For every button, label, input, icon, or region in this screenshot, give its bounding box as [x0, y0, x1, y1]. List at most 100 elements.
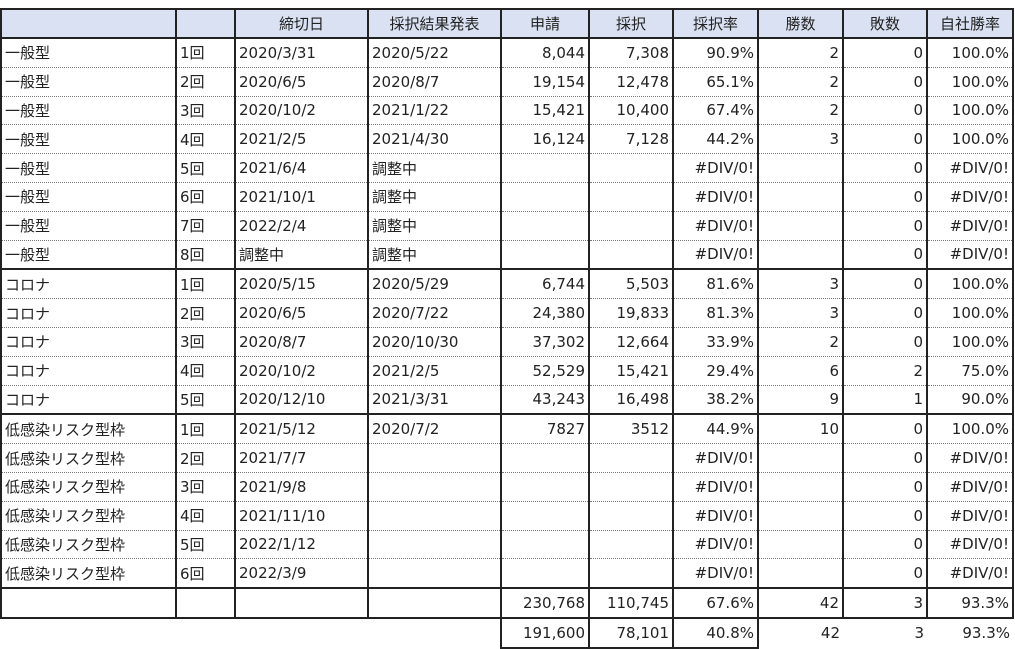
cell-announcement[interactable]: 2021/3/31 — [367, 385, 502, 416]
cell-announcement[interactable]: 2021/2/5 — [367, 356, 502, 386]
cell-deadline[interactable]: 2020/12/10 — [234, 385, 369, 416]
cell-type[interactable]: 低感染リスク型枠 — [0, 501, 177, 531]
cell-adopted[interactable]: 3512 — [588, 414, 674, 445]
cell-win-rate[interactable]: 93.3% — [926, 588, 1014, 619]
cell-wins[interactable] — [757, 558, 844, 590]
cell-losses[interactable]: 2 — [842, 356, 928, 386]
cell-adoption-rate[interactable]: 67.4% — [672, 96, 759, 126]
cell-applications[interactable] — [500, 530, 590, 560]
cell-adopted[interactable] — [588, 501, 674, 531]
cell-deadline[interactable]: 2022/3/9 — [234, 558, 369, 590]
cell-adoption-rate[interactable]: 67.6% — [672, 588, 759, 619]
cell-adopted[interactable]: 15,421 — [588, 356, 674, 386]
cell-round[interactable]: 5回 — [175, 385, 236, 416]
cell-losses[interactable]: 0 — [842, 182, 928, 212]
cell-round[interactable]: 3回 — [175, 472, 236, 502]
cell-wins[interactable] — [757, 443, 844, 473]
cell-adopted[interactable] — [588, 211, 674, 241]
cell-deadline[interactable]: 2021/11/10 — [234, 501, 369, 531]
cell-announcement[interactable] — [368, 618, 501, 648]
cell-announcement[interactable] — [367, 530, 502, 560]
cell-adoption-rate[interactable]: 44.2% — [672, 124, 759, 155]
cell-type[interactable]: 一般型 — [0, 96, 177, 126]
cell-win-rate[interactable]: #DIV/0! — [926, 211, 1014, 241]
cell-type[interactable]: 一般型 — [0, 67, 177, 97]
cell-losses[interactable]: 0 — [842, 67, 928, 97]
cell-round[interactable]: 2回 — [175, 443, 236, 473]
cell-win-rate[interactable]: 100.0% — [926, 96, 1014, 126]
cell-wins[interactable]: 6 — [757, 356, 844, 386]
cell-adopted[interactable] — [588, 443, 674, 473]
cell-adoption-rate[interactable]: #DIV/0! — [672, 472, 759, 502]
cell-adoption-rate[interactable]: 44.9% — [672, 414, 759, 445]
cell-win-rate[interactable]: #DIV/0! — [926, 182, 1014, 212]
cell-adopted[interactable] — [588, 240, 674, 271]
cell-applications[interactable] — [500, 558, 590, 590]
cell-announcement[interactable]: 調整中 — [367, 211, 502, 241]
cell-losses[interactable]: 0 — [842, 327, 928, 357]
cell-win-rate[interactable]: #DIV/0! — [926, 153, 1014, 183]
cell-losses[interactable]: 0 — [842, 298, 928, 328]
cell-losses[interactable]: 0 — [842, 472, 928, 502]
cell-applications[interactable]: 52,529 — [500, 356, 590, 386]
cell-type[interactable]: 一般型 — [0, 211, 177, 241]
cell-announcement[interactable] — [367, 588, 502, 619]
cell-applications[interactable] — [500, 182, 590, 212]
cell-win-rate[interactable]: 93.3% — [962, 624, 1010, 643]
cell-announcement[interactable]: 2020/5/29 — [367, 269, 502, 300]
cell-applications[interactable]: 7827 — [500, 414, 590, 445]
cell-wins[interactable] — [757, 211, 844, 241]
cell-adopted[interactable]: 12,478 — [588, 67, 674, 97]
cell-win-rate[interactable]: 90.0% — [926, 385, 1014, 416]
cell-losses[interactable]: 0 — [842, 124, 928, 155]
cell-announcement[interactable]: 2021/1/22 — [367, 96, 502, 126]
cell-losses[interactable]: 0 — [842, 414, 928, 445]
cell-deadline[interactable] — [234, 588, 369, 619]
cell-type[interactable]: コロナ — [0, 356, 177, 386]
cell-wins[interactable] — [757, 182, 844, 212]
header-losses[interactable]: 敗数 — [842, 8, 928, 39]
cell-win-rate[interactable]: 100.0% — [926, 38, 1014, 68]
cell-round[interactable]: 6回 — [175, 182, 236, 212]
cell-adoption-rate[interactable]: #DIV/0! — [672, 443, 759, 473]
cell-type[interactable]: コロナ — [0, 327, 177, 357]
cell-win-rate[interactable]: #DIV/0! — [926, 443, 1014, 473]
cell-deadline[interactable]: 2021/5/12 — [234, 414, 369, 445]
cell-round[interactable]: 4回 — [175, 356, 236, 386]
cell-losses[interactable]: 3 — [842, 588, 928, 619]
cell-adopted[interactable]: 10,400 — [588, 96, 674, 126]
cell-applications[interactable]: 19,154 — [500, 67, 590, 97]
cell-win-rate[interactable]: #DIV/0! — [926, 472, 1014, 502]
cell-round[interactable]: 6回 — [175, 558, 236, 590]
cell-losses[interactable]: 0 — [842, 269, 928, 300]
cell-win-rate[interactable]: 75.0% — [926, 356, 1014, 386]
cell-type[interactable]: 一般型 — [0, 38, 177, 68]
cell-round[interactable]: 5回 — [175, 153, 236, 183]
cell-adoption-rate[interactable]: 81.6% — [672, 269, 759, 300]
cell-applications[interactable] — [500, 472, 590, 502]
cell-announcement[interactable]: 調整中 — [367, 153, 502, 183]
cell-losses[interactable]: 0 — [842, 530, 928, 560]
cell-type[interactable]: 一般型 — [0, 124, 177, 155]
cell-applications[interactable]: 37,302 — [500, 327, 590, 357]
cell-win-rate[interactable]: #DIV/0! — [926, 530, 1014, 560]
cell-round[interactable] — [176, 618, 235, 648]
cell-type[interactable]: 低感染リスク型枠 — [0, 530, 177, 560]
cell-announcement[interactable]: 2020/10/30 — [367, 327, 502, 357]
cell-win-rate[interactable]: #DIV/0! — [926, 501, 1014, 531]
cell-adoption-rate[interactable]: #DIV/0! — [672, 240, 759, 271]
cell-applications[interactable] — [500, 443, 590, 473]
header-announcement[interactable]: 採択結果発表 — [367, 8, 502, 39]
cell-adopted[interactable]: 16,498 — [588, 385, 674, 416]
header-adopted[interactable]: 採択 — [588, 8, 674, 39]
cell-adoption-rate[interactable]: #DIV/0! — [672, 211, 759, 241]
cell-deadline[interactable]: 2020/6/5 — [234, 67, 369, 97]
cell-type[interactable]: 一般型 — [0, 240, 177, 271]
cell-wins[interactable] — [757, 530, 844, 560]
cell-adoption-rate[interactable]: 40.8% — [672, 617, 759, 649]
header-adoption-rate[interactable]: 採択率 — [672, 8, 759, 39]
cell-type[interactable] — [1, 618, 176, 648]
cell-losses[interactable]: 0 — [842, 443, 928, 473]
cell-wins[interactable] — [757, 240, 844, 271]
cell-type[interactable]: 低感染リスク型枠 — [0, 414, 177, 445]
